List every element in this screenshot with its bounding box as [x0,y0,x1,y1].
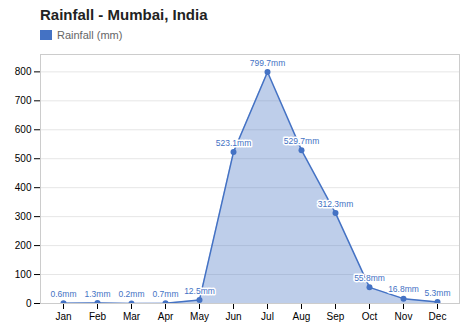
svg-text:600: 600 [15,124,32,135]
svg-text:Jun: Jun [225,311,241,322]
svg-text:523.1mm: 523.1mm [216,138,251,148]
svg-text:Sep: Sep [327,311,345,322]
svg-text:500: 500 [15,153,32,164]
svg-text:200: 200 [15,240,32,251]
svg-text:Nov: Nov [395,311,413,322]
svg-text:Jan: Jan [55,311,71,322]
svg-text:Dec: Dec [429,311,447,322]
svg-text:Mar: Mar [123,311,141,322]
html-text:Rainfall - Mumbai, India: Rainfall - Mumbai, India [40,6,208,23]
svg-text:Apr: Apr [158,311,174,322]
svg-text:799.7mm: 799.7mm [250,58,285,68]
svg-text:700: 700 [15,95,32,106]
svg-text:Feb: Feb [89,311,107,322]
svg-text:Oct: Oct [362,311,378,322]
svg-text:1.3mm: 1.3mm [85,289,111,299]
svg-text:300: 300 [15,211,32,222]
svg-text:5.3mm: 5.3mm [425,288,451,298]
svg-text:400: 400 [15,182,32,193]
svg-text:16.8mm: 16.8mm [388,284,419,294]
svg-text:0: 0 [26,298,32,309]
svg-text:May: May [190,311,209,322]
svg-text:100: 100 [15,269,32,280]
svg-text:Jul: Jul [261,311,274,322]
svg-text:529.7mm: 529.7mm [284,136,319,146]
svg-text:12.5mm: 12.5mm [184,286,215,296]
svg-text:0.6mm: 0.6mm [51,289,77,299]
svg-text:800: 800 [15,66,32,77]
svg-text:Aug: Aug [293,311,311,322]
svg-text:0.7mm: 0.7mm [153,289,179,299]
svg-text:312.3mm: 312.3mm [318,199,353,209]
svg-text:0.2mm: 0.2mm [119,289,145,299]
svg-text:55.8mm: 55.8mm [354,273,385,283]
html-text:Rainfall (mm): Rainfall (mm) [57,29,123,41]
